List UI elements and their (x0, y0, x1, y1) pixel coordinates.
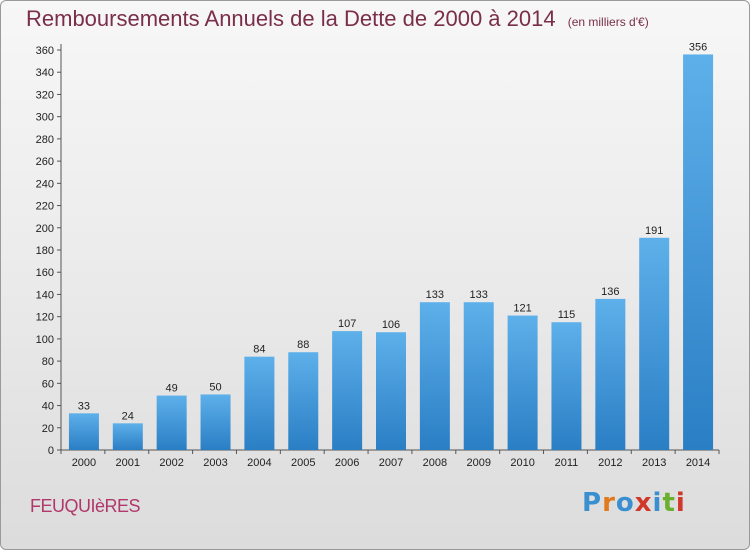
bar-value-label: 84 (253, 344, 265, 356)
bar-value-label: 33 (78, 400, 90, 412)
bar (639, 237, 670, 450)
y-tick-label: 120 (36, 312, 54, 324)
bar (595, 298, 626, 450)
bar (244, 356, 275, 450)
x-tick-label: 2001 (116, 457, 140, 469)
y-tick-label: 60 (42, 378, 54, 390)
y-tick-label: 140 (36, 289, 54, 301)
bar (463, 302, 494, 450)
bar-value-label: 191 (645, 225, 663, 237)
logo-letter: o (615, 488, 635, 518)
y-tick-label: 160 (36, 267, 54, 279)
bar (419, 302, 450, 450)
bar-value-label: 24 (122, 410, 134, 422)
bar-value-label: 106 (382, 319, 400, 331)
bar-value-label: 356 (689, 41, 707, 53)
x-tick-label: 2007 (379, 457, 403, 469)
x-tick-label: 2011 (555, 457, 579, 469)
y-tick-label: 180 (36, 245, 54, 257)
bar (288, 352, 319, 450)
x-tick-label: 2000 (72, 457, 96, 469)
bar-value-label: 121 (513, 303, 531, 315)
y-tick-label: 100 (36, 334, 54, 346)
x-tick-label: 2005 (291, 457, 315, 469)
bar (551, 322, 582, 450)
x-tick-label: 2012 (598, 457, 622, 469)
x-tick-label: 2014 (686, 457, 710, 469)
proxiti-logo: Proxiti (582, 488, 686, 518)
chart-title: Remboursements Annuels de la Dette de 20… (26, 6, 649, 32)
y-tick-label: 220 (36, 201, 54, 213)
y-tick-label: 0 (48, 445, 54, 457)
unit-note: (en milliers d'€) (567, 15, 649, 29)
bar-value-label: 88 (297, 339, 309, 351)
logo-letter: t (662, 488, 676, 518)
y-tick-label: 300 (36, 112, 54, 124)
logo-letter: x (634, 488, 653, 518)
bar (200, 394, 231, 450)
logo-letter: P (582, 488, 603, 518)
x-tick-label: 2010 (510, 457, 534, 469)
x-tick-label: 2003 (203, 457, 227, 469)
bar (376, 332, 406, 450)
x-tick-label: 2013 (642, 457, 666, 469)
bar (68, 413, 99, 450)
bar-value-label: 133 (426, 289, 444, 301)
y-tick-label: 360 (36, 45, 54, 57)
x-tick-label: 2004 (247, 457, 271, 469)
y-tick-label: 260 (36, 156, 54, 168)
bar-value-label: 136 (601, 286, 619, 298)
logo-letter: r (602, 488, 616, 518)
bar-value-label: 115 (558, 309, 576, 321)
y-tick-label: 80 (42, 356, 54, 368)
x-tick-label: 2006 (335, 457, 359, 469)
y-tick-label: 20 (42, 423, 54, 435)
y-tick-label: 280 (36, 134, 54, 146)
bar-value-label: 133 (470, 289, 488, 301)
y-tick-label: 240 (36, 178, 54, 190)
bar-value-label: 49 (166, 383, 178, 395)
bar (112, 423, 143, 450)
bar (507, 315, 538, 450)
y-tick-label: 40 (42, 401, 54, 413)
x-tick-label: 2008 (423, 457, 447, 469)
y-tick-label: 340 (36, 67, 54, 79)
bar (683, 54, 714, 450)
x-tick-label: 2002 (159, 457, 183, 469)
place-name: FEUQUIèRES (30, 496, 141, 516)
chart-title-text: Remboursements Annuels de la Dette de 20… (26, 6, 556, 31)
y-tick-label: 320 (36, 89, 54, 101)
logo-letter: i (675, 488, 686, 518)
y-tick-label: 200 (36, 223, 54, 235)
bar-value-label: 50 (209, 381, 221, 393)
logo-letter: i (652, 488, 663, 518)
bar (156, 395, 187, 450)
bar-value-label: 107 (338, 318, 356, 330)
bar (332, 331, 363, 450)
x-tick-label: 2009 (466, 457, 490, 469)
